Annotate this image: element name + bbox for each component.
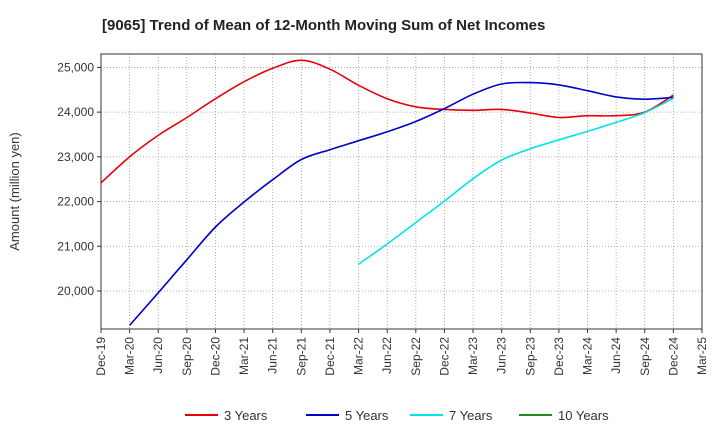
legend-label-7-years: 7 Years (449, 408, 493, 423)
grid (101, 54, 702, 329)
y-tick-label: 25,000 (57, 60, 94, 74)
x-tick-label: Dec-21 (323, 337, 337, 376)
x-tick-label: Sep-24 (638, 337, 652, 376)
x-tick-label: Mar-24 (581, 337, 595, 375)
y-tick-label: 23,000 (57, 150, 94, 164)
x-tick-label: Mar-25 (695, 337, 709, 375)
series-line-7-years (358, 97, 674, 265)
legend-label-10-years: 10 Years (558, 408, 609, 423)
x-tick-label: Jun-21 (266, 337, 280, 374)
series-line-3-years (100, 59, 674, 184)
x-tick-label: Sep-21 (294, 337, 308, 376)
legend-label-5-years: 5 Years (345, 408, 389, 423)
y-tick-label: 20,000 (57, 284, 94, 298)
x-tick-label: Mar-22 (352, 337, 366, 375)
x-tick-label: Sep-22 (409, 337, 423, 376)
x-tick-label: Sep-20 (180, 337, 194, 376)
series-lines (100, 59, 674, 326)
x-tick-label: Mar-23 (466, 337, 480, 375)
y-tick-label: 24,000 (57, 105, 94, 119)
plot-frame (100, 53, 703, 330)
x-tick-label: Mar-20 (123, 337, 137, 375)
x-tick-label: Jun-24 (609, 337, 623, 374)
x-tick-label: Jun-20 (151, 337, 165, 374)
x-tick-label: Dec-19 (94, 337, 108, 376)
legend-label-3-years: 3 Years (224, 408, 268, 423)
x-tick-label: Dec-22 (437, 337, 451, 376)
y-tick-label: 21,000 (57, 239, 94, 253)
x-tick-label: Mar-21 (237, 337, 251, 375)
axes: 20,000 21,000 22,000 23,000 24,000 25,000 Dec-… (7, 53, 709, 376)
y-tick-label: 22,000 (57, 195, 94, 209)
chart-title: [9065] Trend of Mean of 12-Month Moving … (102, 17, 545, 34)
x-tick-label: Jun-22 (380, 337, 394, 374)
y-axis-label: Amount (million yen) (7, 132, 22, 251)
x-tick-label: Sep-23 (523, 337, 537, 376)
x-tick-label: Dec-23 (552, 337, 566, 376)
x-tick-label: Dec-24 (666, 337, 680, 376)
series-line-5-years (129, 81, 674, 326)
x-tick-label: Dec-20 (208, 337, 222, 376)
legend: 3 Years 5 Years 7 Years 10 Years (185, 408, 609, 423)
x-tick-label: Jun-23 (495, 337, 509, 374)
